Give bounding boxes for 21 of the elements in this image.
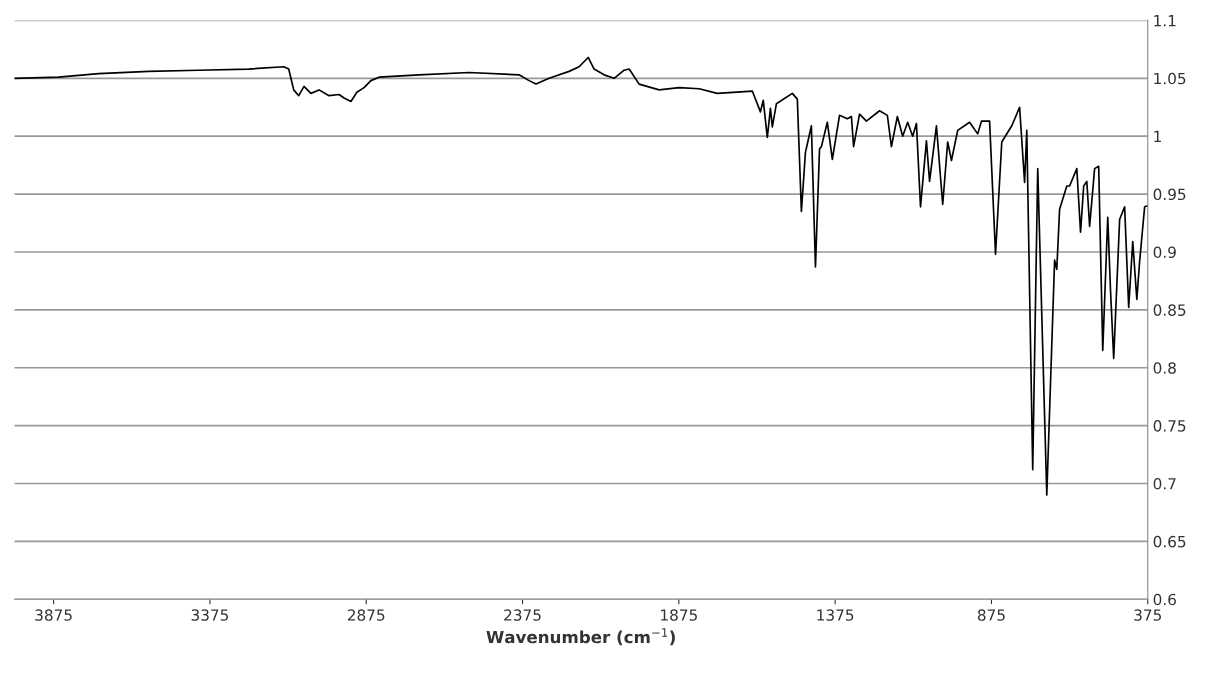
- x-axis-title: Wavenumber (cm$^{−1}$): [486, 628, 675, 646]
- y-tick-label: 0.7: [1153, 477, 1176, 490]
- x-tick-label: 1375: [817, 609, 854, 621]
- x-tick-label: 2375: [504, 609, 541, 621]
- x-tick-label: 2875: [347, 609, 385, 621]
- x-tick-label: 3875: [35, 609, 72, 621]
- y-tick-label: 1: [1154, 130, 1161, 142]
- y-tick-label: 0.85: [1153, 304, 1186, 316]
- line-series: [14, 56, 1148, 496]
- x-tick-label: 875: [977, 609, 1005, 621]
- y-tick-label: 1.05: [1154, 72, 1186, 85]
- y-tick-label: 0.95: [1153, 188, 1186, 201]
- y-tick-label: 0.8: [1153, 362, 1176, 374]
- x-tick-label: 375: [1134, 609, 1162, 621]
- y-tick-label: 0.9: [1153, 246, 1176, 258]
- y-tick-label: 0.6: [1153, 593, 1176, 606]
- y-tick-label: 0.65: [1153, 535, 1186, 548]
- y-tick-label: 0.75: [1153, 420, 1186, 432]
- x-tick-label: 1875: [661, 609, 697, 621]
- y-tick-label: 1.1: [1154, 15, 1176, 27]
- x-tick-label: 3375: [191, 609, 229, 621]
